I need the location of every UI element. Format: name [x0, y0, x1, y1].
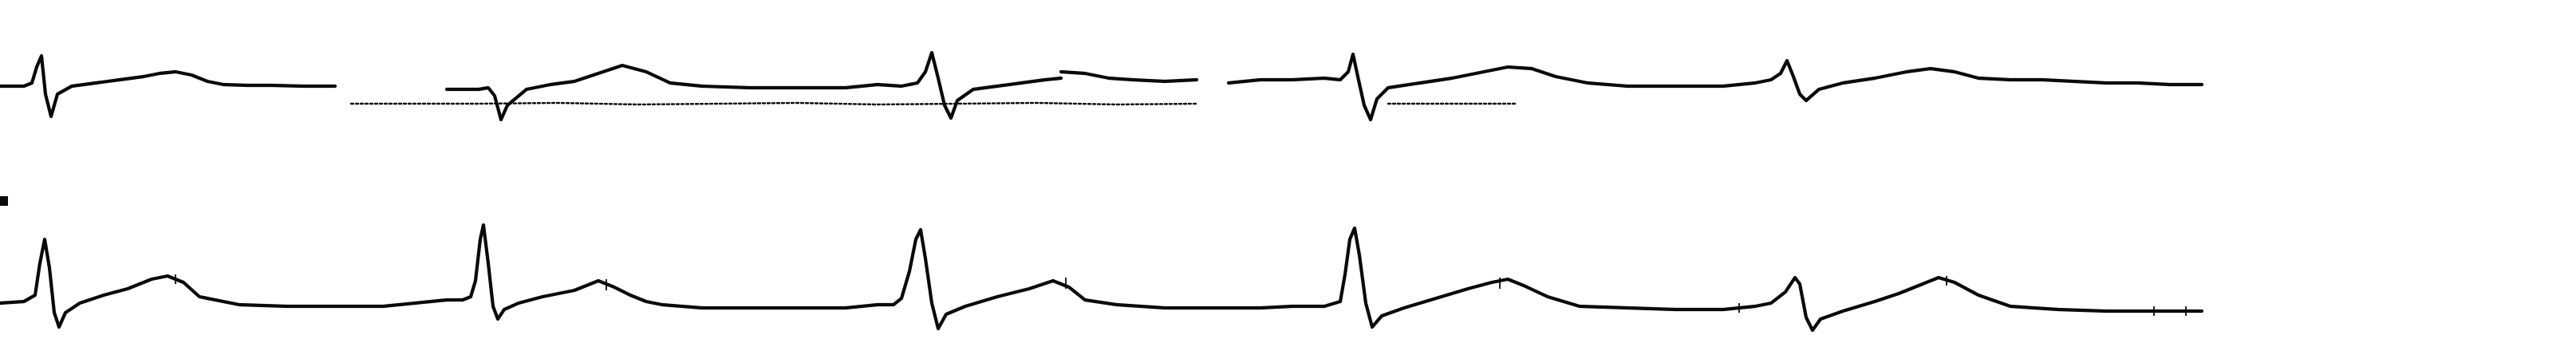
lower-lead-trace	[0, 223, 2204, 333]
lead-marker	[0, 196, 8, 206]
upper-beat-1-trace	[0, 53, 337, 119]
upper-beat-2-baseline-dashed	[349, 101, 1198, 106]
lower-lead-noise-ticks	[175, 274, 2187, 316]
upper-beat-4-trace	[1804, 66, 2204, 103]
lower-lead-trace-group	[0, 196, 2204, 333]
upper-beat-3-trace	[1226, 52, 1809, 122]
upper-beat-2-trace	[444, 50, 1063, 122]
upper-lead-trace-group	[0, 50, 2204, 122]
upper-beat-2-fragment	[1059, 69, 1199, 84]
